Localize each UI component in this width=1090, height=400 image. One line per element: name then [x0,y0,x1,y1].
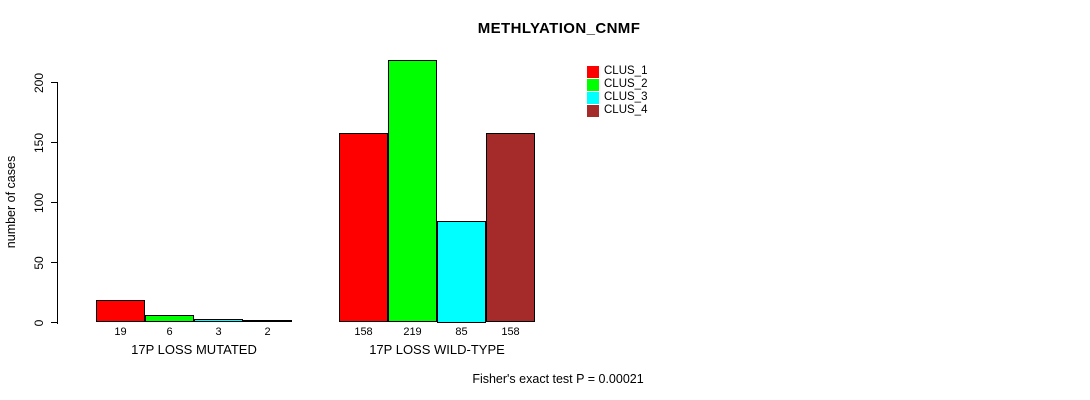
bar-clus-4-group1 [243,320,292,323]
legend-item-clus-2: CLUS_2 [587,78,647,91]
bar-clus-1-group2 [339,132,388,323]
bar-clus-2-group1 [145,315,194,323]
bar-value-label: 2 [264,326,271,338]
y-axis-line [56,82,58,324]
y-axis-tick [51,81,58,84]
legend-item-clus-4: CLUS_4 [587,104,647,117]
legend-item-label: CLUS_2 [604,78,648,90]
bar-clus-1-group1 [96,299,145,323]
y-axis-tick [51,201,58,204]
chart-title: METHLYATION_CNMF [477,20,641,37]
y-axis-tick-label: 0 [32,319,46,326]
bar-clus-2-group2 [388,59,437,323]
y-axis-tick [51,141,58,144]
legend-item-label: CLUS_4 [604,104,648,116]
fisher-test-annotation: Fisher's exact test P = 0.00021 [472,372,644,386]
legend-color-swatch-icon [587,104,599,117]
bar-value-label: 219 [403,326,422,338]
bar-clus-3-group1 [194,318,243,323]
y-axis-tick-label: 50 [32,255,46,270]
legend-item-label: CLUS_1 [604,65,648,77]
legend: CLUS_1 CLUS_2 CLUS_3 CLUS_4 [587,65,647,117]
legend-item-label: CLUS_3 [604,91,648,103]
bar-value-label: 158 [501,326,520,338]
legend-item-clus-3: CLUS_3 [587,91,647,104]
y-axis-tick-label: 200 [32,72,46,93]
bar-clus-4-group2 [486,132,535,323]
bar-value-label: 3 [215,326,222,338]
bar-value-label: 85 [455,326,468,338]
y-axis-tick-label: 100 [32,192,46,213]
legend-item-clus-1: CLUS_1 [587,65,647,78]
bar-clus-3-group2 [437,220,486,323]
legend-color-swatch-icon [587,78,599,91]
y-axis-tick-label: 150 [32,132,46,153]
y-axis-tick [51,321,58,324]
bar-value-label: 6 [166,326,173,338]
x-category-label: 17P LOSS WILD-TYPE [369,342,505,357]
x-category-label: 17P LOSS MUTATED [131,342,257,357]
y-axis-tick [51,261,58,264]
bar-value-label: 158 [354,326,373,338]
bar-value-label: 19 [114,326,127,338]
legend-color-swatch-icon [587,65,599,78]
legend-color-swatch-icon [587,91,599,104]
